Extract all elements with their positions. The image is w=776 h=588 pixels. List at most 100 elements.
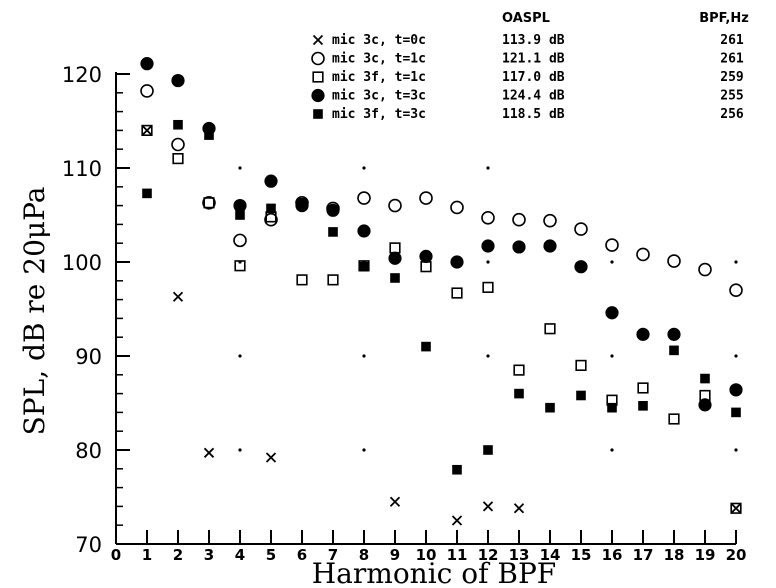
data-point (142, 188, 152, 199)
data-point (731, 407, 741, 418)
data-point (575, 359, 587, 372)
data-point (543, 213, 557, 228)
x-tick-label: 18 (664, 546, 685, 564)
data-point (420, 261, 432, 273)
data-point (513, 364, 525, 376)
data-point (297, 197, 307, 208)
data-point (636, 247, 650, 262)
x-tick-label: 2 (173, 546, 183, 564)
grid-dot (486, 260, 490, 264)
data-point (667, 254, 681, 268)
data-point (233, 199, 247, 213)
data-point (667, 327, 681, 341)
data-point (357, 224, 371, 238)
legend-series-name: mic 3c, t=1c (332, 52, 426, 67)
data-point (233, 233, 247, 248)
grid-dots (238, 166, 738, 452)
legend-marker (313, 109, 323, 119)
legend-entry: mic 3f, t=1c 117.0 dB 259 (312, 70, 744, 85)
legend-oaspl-value: 118.5 dB (502, 107, 565, 122)
legend-entry: mic 3f, t=3c 118.5 dB 256 (313, 107, 744, 122)
legend-bpf-value: 256 (720, 107, 744, 122)
y-axis-title: SPL, dB re 20μPa (18, 187, 51, 436)
data-point (296, 274, 308, 286)
data-point (359, 261, 369, 272)
grid-dot (238, 448, 242, 452)
data-point (173, 119, 183, 130)
legend-oaspl-value: 124.4 dB (502, 89, 565, 104)
legend-oaspl-value: 113.9 dB (502, 33, 565, 48)
data-point (514, 388, 524, 399)
data-point (171, 73, 185, 88)
data-point (357, 191, 371, 205)
data-point (202, 195, 216, 210)
x-tick-label: 20 (726, 546, 747, 564)
data-point (327, 274, 339, 286)
data-point (607, 402, 617, 413)
data-point (637, 382, 649, 394)
data-point (266, 203, 276, 214)
grid-dot (362, 448, 366, 452)
x-tick-label: 12 (478, 546, 499, 564)
series-x (141, 125, 742, 526)
y-tick-label: 70 (75, 533, 102, 557)
data-point (141, 124, 153, 136)
data-point (729, 383, 743, 397)
x-tick-label: 11 (447, 546, 468, 564)
series-filled-square (142, 119, 741, 475)
x-tick-label: 6 (297, 546, 307, 564)
y-tick-label: 120 (62, 63, 102, 87)
data-point (264, 174, 278, 188)
data-point (419, 249, 433, 263)
data-point (698, 262, 712, 277)
data-point (512, 240, 526, 254)
grid-dot (610, 354, 614, 358)
x-tick-label: 10 (416, 546, 437, 564)
x-tick-label: 0 (111, 546, 121, 564)
series-filled-circle (140, 57, 743, 412)
legend-series-name: mic 3c, t=3c (332, 89, 426, 104)
grid-dot (486, 166, 490, 170)
data-point (574, 222, 588, 236)
legend-header-bpf: BPF,Hz (699, 11, 749, 26)
series-open-circle (140, 84, 743, 298)
grid-dot (734, 448, 738, 452)
data-point (451, 515, 463, 526)
data-point (483, 445, 493, 455)
series-open-square (141, 124, 742, 514)
legend-entry: mic 3c, t=3c 124.4 dB 255 (311, 89, 744, 104)
data-point (264, 212, 278, 227)
data-point (482, 501, 494, 512)
data-point (203, 447, 215, 458)
data-point (390, 273, 400, 283)
data-point (668, 413, 680, 425)
data-point (512, 212, 526, 227)
data-point (235, 210, 245, 220)
grid-dot (362, 166, 366, 170)
data-point (328, 227, 338, 237)
data-point (421, 341, 431, 352)
data-marks (140, 57, 743, 526)
data-point (389, 496, 401, 507)
legend-oaspl-value: 121.1 dB (502, 52, 565, 67)
data-point (481, 239, 495, 253)
x-tick-label: 1 (142, 546, 152, 564)
data-point (388, 251, 402, 265)
legend-bpf-value: 261 (720, 33, 744, 48)
data-point (172, 291, 184, 302)
legend-series-name: mic 3f, t=1c (332, 70, 426, 85)
data-point (482, 281, 494, 293)
legend-entry: mic 3c, t=1c 121.1 dB 261 (311, 52, 744, 67)
x-tick-label: 9 (390, 546, 400, 564)
data-point (204, 130, 214, 140)
x-tick-label: 16 (602, 546, 623, 564)
legend-series-name: mic 3f, t=3c (332, 107, 426, 122)
data-point (326, 203, 340, 217)
data-point (543, 239, 557, 253)
data-point (669, 345, 679, 356)
x-tick-label: 7 (328, 546, 338, 564)
data-point (388, 198, 402, 213)
data-point (605, 238, 619, 252)
